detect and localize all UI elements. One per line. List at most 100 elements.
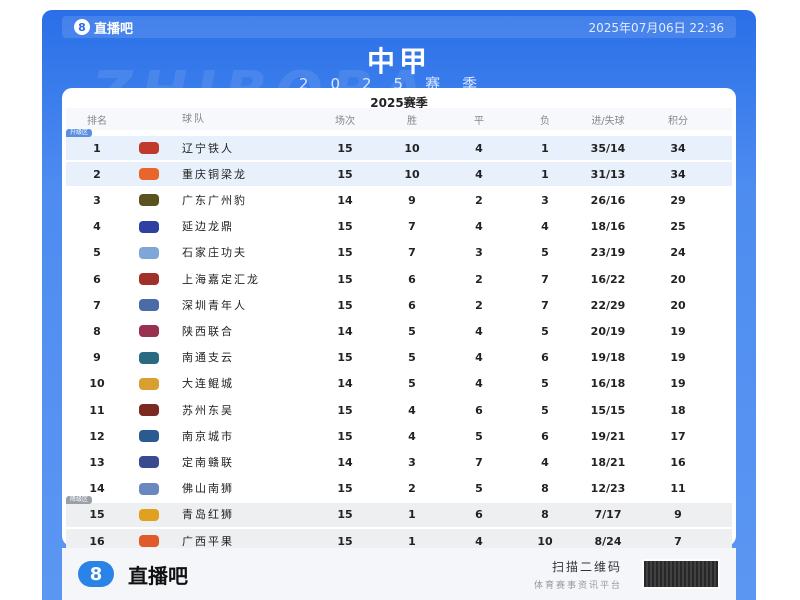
team-logo [128,194,170,207]
cell-p: 14 [337,455,353,469]
table-row[interactable]: 14 佛山南狮 15 2 5 8 12/23 11 [66,477,732,501]
datetime: 2025年07月06日 22:36 [588,20,724,35]
cell-rank: 3 [93,193,101,207]
table-row[interactable]: 4 延边龙鼎 15 7 4 4 18/16 25 [66,215,732,239]
team-logo [128,377,170,390]
column-header: 场次 [335,115,355,127]
cell-l: 5 [541,246,549,260]
team-badge-icon [139,246,159,259]
team-badge-icon [139,456,159,469]
table-row[interactable]: 1 辽宁铁人 15 10 4 1 35/14 34 [66,136,732,160]
cell-d: 6 [475,508,483,522]
table-row[interactable]: 5 石家庄功夫 15 7 3 5 23/19 24 [66,241,732,265]
cell-l: 6 [541,351,549,365]
cell-g: 8/24 [594,534,622,548]
cell-p: 15 [337,220,353,234]
cell-d: 2 [475,272,483,286]
table-row[interactable]: 11 苏州东吴 15 4 6 5 15/15 18 [66,398,732,422]
cell-g: 26/16 [590,193,626,207]
team-badge-icon [139,325,159,338]
cell-d: 2 [475,193,483,207]
cell-l: 6 [541,429,549,443]
table-row[interactable]: 13 定南赣联 14 3 7 4 18/21 16 [66,450,732,474]
team-logo [128,246,170,259]
cell-w: 4 [408,429,416,443]
team-logo [128,142,170,154]
cell-p: 15 [337,167,353,181]
cell-team: 辽宁铁人 [182,141,234,155]
team-badge-icon [139,220,159,233]
cell-team: 广东广州豹 [182,193,247,207]
cell-d: 2 [475,298,483,312]
cell-w: 7 [408,220,416,234]
cell-pts: 19 [670,377,686,391]
cell-team: 定南赣联 [182,455,234,469]
cell-l: 5 [541,403,549,417]
team-badge-icon [139,508,159,521]
table-row[interactable]: 2 重庆铜梁龙 15 10 4 1 31/13 34 [66,162,732,187]
table-title: 2025赛季 [370,96,428,110]
cell-l: 4 [541,220,549,234]
table-row[interactable]: 3 广东广州豹 14 9 2 3 26/16 29 [66,188,732,212]
cell-rank: 8 [93,324,101,338]
table-row[interactable]: 9 南通支云 15 5 4 6 19/18 19 [66,346,732,370]
team-logo [128,430,170,443]
team-badge-icon [139,535,159,547]
cell-rank: 1 [93,141,101,155]
cell-g: 19/21 [590,429,626,443]
cell-g: 18/21 [590,455,626,469]
cell-p: 15 [337,298,353,312]
cell-d: 4 [475,167,483,181]
scan-label: 扫描二维码 [551,559,622,574]
scan-text: 扫描二维码 体育赛事资讯平台 [534,558,622,591]
qr-code[interactable] [642,559,720,589]
cell-rank: 4 [93,220,101,234]
cell-l: 3 [541,193,549,207]
cell-team: 上海嘉定汇龙 [182,272,260,286]
column-header: 排名 [87,115,107,127]
cell-team: 延边龙鼎 [182,220,234,234]
promotion-zone-label: 升级区 [66,129,93,137]
cell-team: 深圳青年人 [182,298,247,312]
cell-p: 15 [337,272,353,286]
column-header: 负 [540,115,550,127]
cell-g: 19/18 [590,351,626,365]
team-logo [128,456,170,469]
team-badge-icon [139,194,159,207]
cell-pts: 11 [670,482,686,496]
team-logo [128,325,170,338]
table-row[interactable]: 6 上海嘉定汇龙 15 6 2 7 16/22 20 [66,267,732,291]
cell-l: 1 [541,167,549,181]
table-row[interactable]: 10 大连鲲城 14 5 4 5 16/18 19 [66,372,732,396]
cell-w: 5 [408,351,416,365]
cell-rank: 7 [93,298,101,312]
table-row[interactable]: 15 青岛红狮 15 1 6 8 7/17 9 [66,502,732,527]
table-row[interactable]: 8 陕西联合 14 5 4 5 20/19 19 [66,319,732,343]
cell-pts: 18 [670,403,686,417]
cell-g: 18/16 [590,220,626,234]
cell-team: 南通支云 [182,351,234,365]
cell-p: 14 [337,324,353,338]
team-badge-icon [139,377,159,390]
team-badge-icon [139,404,159,416]
cell-w: 6 [408,272,416,286]
team-logo [128,220,170,233]
cell-d: 4 [475,351,483,365]
table-header: 排名 球队 场次 胜 平 负 进/失球 积分 [66,108,732,130]
cell-g: 15/15 [590,403,626,417]
cell-d: 4 [475,220,483,234]
cell-pts: 19 [670,351,686,365]
table-row[interactable]: 12 南京城市 15 4 5 6 19/21 17 [66,424,732,448]
cell-g: 31/13 [590,167,626,181]
cell-team: 南京城市 [182,429,234,443]
cell-rank: 10 [89,377,105,391]
cell-p: 15 [337,141,353,155]
team-badge-icon [139,299,159,312]
cell-rank: 12 [89,429,105,443]
column-header: 积分 [668,115,688,127]
cell-team: 苏州东吴 [182,403,234,417]
cell-pts: 24 [670,246,686,260]
relegation-zone-label: 降级区 [66,495,93,504]
table-row[interactable]: 7 深圳青年人 15 6 2 7 22/29 20 [66,293,732,317]
team-logo [128,404,170,416]
